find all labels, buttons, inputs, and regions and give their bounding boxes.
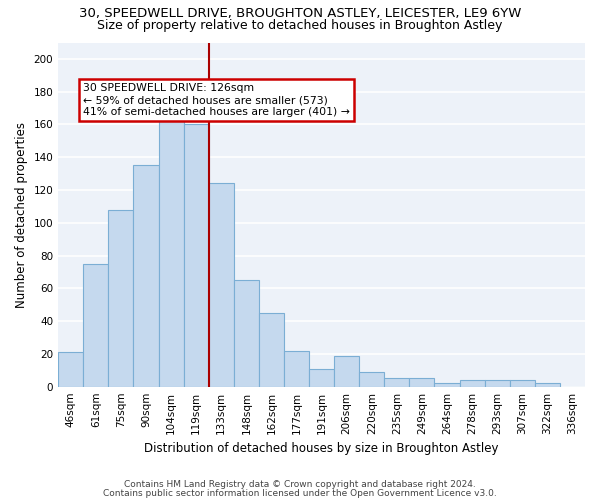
Bar	[158, 112, 184, 386]
Y-axis label: Number of detached properties: Number of detached properties	[15, 122, 28, 308]
Bar	[434, 384, 460, 386]
Bar	[359, 372, 385, 386]
Bar	[409, 378, 434, 386]
Bar	[234, 280, 259, 386]
Bar	[510, 380, 535, 386]
Bar	[485, 380, 510, 386]
X-axis label: Distribution of detached houses by size in Broughton Astley: Distribution of detached houses by size …	[145, 442, 499, 455]
Bar	[460, 380, 485, 386]
Bar	[133, 166, 158, 386]
Bar	[385, 378, 409, 386]
Bar	[535, 384, 560, 386]
Text: Size of property relative to detached houses in Broughton Astley: Size of property relative to detached ho…	[97, 18, 503, 32]
Text: Contains HM Land Registry data © Crown copyright and database right 2024.: Contains HM Land Registry data © Crown c…	[124, 480, 476, 489]
Text: 30, SPEEDWELL DRIVE, BROUGHTON ASTLEY, LEICESTER, LE9 6YW: 30, SPEEDWELL DRIVE, BROUGHTON ASTLEY, L…	[79, 8, 521, 20]
Bar	[209, 184, 234, 386]
Bar	[309, 368, 334, 386]
Bar	[109, 210, 133, 386]
Bar	[184, 124, 209, 386]
Bar	[83, 264, 109, 386]
Bar	[259, 313, 284, 386]
Bar	[58, 352, 83, 386]
Text: Contains public sector information licensed under the Open Government Licence v3: Contains public sector information licen…	[103, 488, 497, 498]
Bar	[334, 356, 359, 386]
Bar	[284, 350, 309, 386]
Text: 30 SPEEDWELL DRIVE: 126sqm
← 59% of detached houses are smaller (573)
41% of sem: 30 SPEEDWELL DRIVE: 126sqm ← 59% of deta…	[83, 84, 350, 116]
